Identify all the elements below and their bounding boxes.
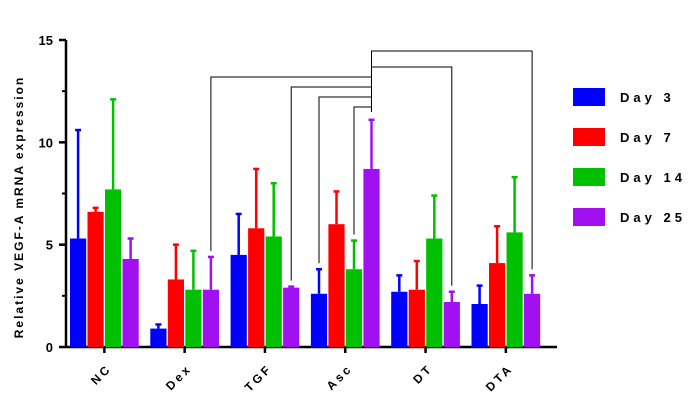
legend-swatch (573, 168, 605, 186)
bar (310, 293, 328, 347)
x-category-label: DT (410, 361, 435, 386)
y-tick-label: 5 (46, 238, 53, 253)
bar (345, 269, 363, 347)
bar (265, 236, 282, 347)
bar (230, 254, 247, 347)
legend-swatch (573, 128, 605, 146)
legend-swatch (573, 88, 605, 106)
bar (443, 301, 460, 347)
bars (70, 168, 541, 347)
bar (408, 289, 425, 347)
x-category-label: Dex (163, 361, 195, 393)
bar (105, 189, 122, 347)
legend: Day 3 Day 7 Day 14 Day 25 (573, 88, 686, 226)
bar (471, 304, 488, 347)
bar (328, 224, 345, 347)
y-axis-title: Relative VEGF-A mRNA expression (12, 76, 26, 339)
legend-swatch (573, 208, 605, 226)
legend-label: Day 14 (620, 170, 686, 185)
legend-label: Day 7 (620, 130, 675, 145)
bar (391, 291, 408, 347)
bar (426, 238, 443, 347)
x-category-label: NC (88, 361, 114, 387)
bar (87, 211, 104, 347)
bar (150, 328, 167, 347)
y-tick-label: 0 (46, 340, 53, 355)
comparison-brackets (210, 50, 533, 286)
y-tick-label: 15 (39, 33, 53, 48)
bar (283, 287, 300, 347)
bar (202, 289, 219, 347)
bar (248, 228, 265, 347)
x-category-label: TGF (242, 361, 275, 394)
bar (70, 238, 87, 347)
legend-label: Day 25 (620, 210, 686, 225)
x-category-label: DTA (483, 361, 516, 394)
bar (185, 289, 202, 347)
bar (524, 293, 541, 347)
legend-label: Day 3 (620, 90, 675, 105)
x-category-label: Asc (324, 361, 356, 393)
comparison-bracket (371, 50, 533, 270)
bar (489, 263, 506, 347)
bar (122, 258, 139, 347)
bar (363, 168, 380, 347)
bar (167, 279, 184, 347)
y-tick-label: 10 (39, 135, 53, 150)
error-bars (75, 98, 536, 329)
bar (506, 232, 523, 347)
